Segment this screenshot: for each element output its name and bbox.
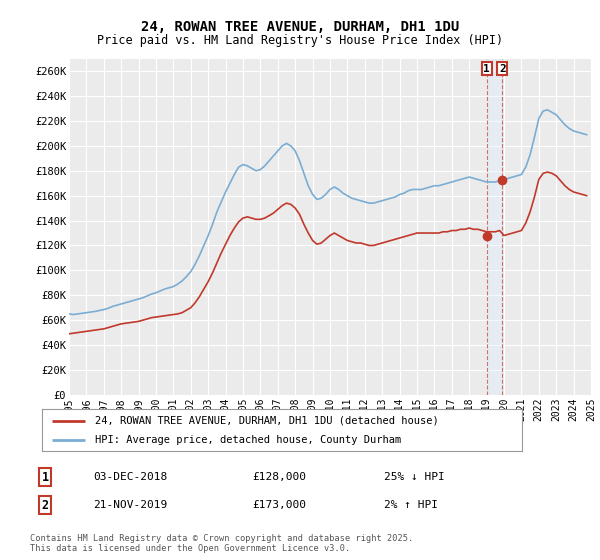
Text: 1: 1 [41,470,49,484]
Text: £173,000: £173,000 [252,500,306,510]
Text: 1: 1 [483,64,490,74]
Text: 03-DEC-2018: 03-DEC-2018 [93,472,167,482]
Text: 25% ↓ HPI: 25% ↓ HPI [384,472,445,482]
Text: 24, ROWAN TREE AVENUE, DURHAM, DH1 1DU (detached house): 24, ROWAN TREE AVENUE, DURHAM, DH1 1DU (… [95,416,439,426]
Text: HPI: Average price, detached house, County Durham: HPI: Average price, detached house, Coun… [95,435,401,445]
Text: 2: 2 [499,64,506,74]
Text: £128,000: £128,000 [252,472,306,482]
Text: 21-NOV-2019: 21-NOV-2019 [93,500,167,510]
Text: Price paid vs. HM Land Registry's House Price Index (HPI): Price paid vs. HM Land Registry's House … [97,34,503,46]
Text: 2% ↑ HPI: 2% ↑ HPI [384,500,438,510]
Text: 24, ROWAN TREE AVENUE, DURHAM, DH1 1DU: 24, ROWAN TREE AVENUE, DURHAM, DH1 1DU [141,20,459,34]
Text: 2: 2 [41,498,49,512]
Bar [487,59,502,395]
Text: Contains HM Land Registry data © Crown copyright and database right 2025.
This d: Contains HM Land Registry data © Crown c… [30,534,413,553]
